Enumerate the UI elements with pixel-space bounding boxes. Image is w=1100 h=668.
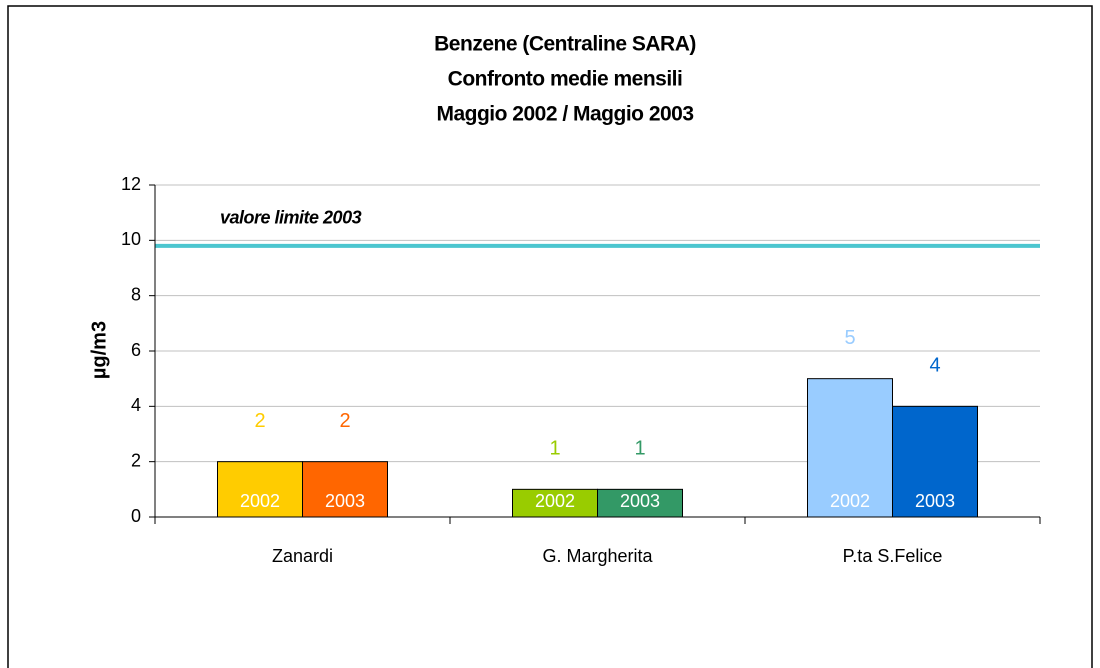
value-label: 1 — [634, 438, 645, 460]
bar-series-label: 2002 — [830, 491, 870, 511]
chart-title: Benzene (Centraline SARA) — [434, 33, 696, 56]
bar — [217, 461, 303, 518]
value-label: 4 — [929, 355, 940, 377]
y-tick-label: 2 — [131, 450, 141, 470]
bar — [512, 488, 598, 518]
x-tick-label: Zanardi — [272, 546, 333, 566]
value-label: 1 — [549, 438, 560, 460]
y-tick-label: 12 — [121, 174, 141, 194]
bar — [302, 461, 388, 518]
value-label: 2 — [254, 410, 265, 432]
reference-label: valore limite 2003 — [220, 208, 362, 228]
bar-series-label: 2002 — [535, 491, 575, 511]
y-axis-label: µg/m3 — [88, 321, 110, 379]
y-tick-label: 10 — [121, 229, 141, 249]
value-label: 2 — [339, 410, 350, 432]
y-tick-label: 8 — [131, 284, 141, 304]
bar-series-label: 2003 — [325, 491, 365, 511]
chart-title: Confronto medie mensili — [448, 68, 683, 91]
chart-title: Maggio 2002 / Maggio 2003 — [436, 103, 693, 126]
y-tick-label: 0 — [131, 506, 141, 526]
bar-series-label: 2003 — [620, 491, 660, 511]
bar — [807, 378, 893, 518]
bar-series-label: 2002 — [240, 491, 280, 511]
chart-frame — [7, 5, 1093, 668]
y-tick-label: 6 — [131, 340, 141, 360]
x-tick-label: G. Margherita — [542, 546, 653, 566]
x-tick-label: P.ta S.Felice — [843, 546, 943, 566]
bar-series-label: 2003 — [915, 491, 955, 511]
bar — [597, 488, 683, 518]
value-label: 5 — [844, 327, 855, 349]
y-tick-label: 4 — [131, 395, 141, 415]
